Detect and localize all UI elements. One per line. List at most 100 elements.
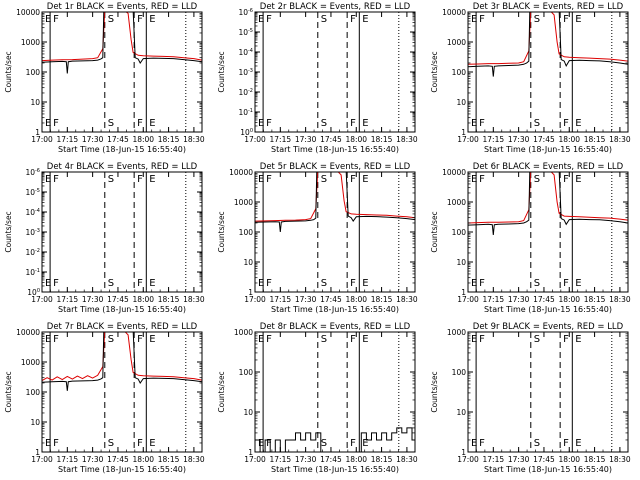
plot-frame bbox=[467, 171, 629, 293]
series-line bbox=[42, 332, 202, 391]
marker-label: F bbox=[266, 14, 272, 25]
marker-label: F bbox=[479, 14, 485, 25]
x-tick-label: 18:15 bbox=[371, 455, 393, 464]
marker-label: S bbox=[534, 278, 540, 289]
x-tick-label: 17:15 bbox=[483, 135, 505, 144]
y-axis-label: Counts/sec bbox=[4, 51, 13, 92]
y-tick-label: 100 bbox=[27, 288, 40, 297]
x-tick-label: 17:30 bbox=[295, 455, 317, 464]
y-tick-label: 10000 bbox=[16, 8, 40, 17]
y-tick-label: 10-1 bbox=[25, 268, 40, 277]
y-tick-label: 10000 bbox=[442, 8, 466, 17]
marker-label: S bbox=[321, 14, 327, 25]
panel-title: Det 9r BLACK = Events, RED = LLD bbox=[473, 322, 624, 332]
y-tick-label: 10 bbox=[456, 98, 466, 107]
marker-label: F bbox=[266, 334, 272, 345]
panel-title: Det 8r BLACK = Events, RED = LLD bbox=[260, 322, 411, 332]
panel-title: Det 2r BLACK = Events, RED = LLD bbox=[260, 2, 411, 12]
marker-label: F bbox=[53, 438, 59, 449]
x-axis-label: Start Time (18-Jun-15 16:55:40) bbox=[58, 145, 186, 154]
marker-label: S bbox=[108, 14, 114, 25]
x-axis-label: Start Time (18-Jun-15 16:55:40) bbox=[484, 465, 612, 474]
y-tick-label: 10-5 bbox=[25, 188, 40, 197]
panel-title: Det 1r BLACK = Events, RED = LLD bbox=[47, 2, 198, 12]
y-tick-label: 10 bbox=[243, 408, 253, 417]
marker-label: F bbox=[350, 118, 356, 129]
x-tick-label: 17:15 bbox=[270, 135, 292, 144]
marker-label: F bbox=[53, 14, 59, 25]
x-tick-label: 18:15 bbox=[584, 455, 606, 464]
marker-label: F bbox=[266, 118, 272, 129]
marker-label: E bbox=[362, 14, 368, 25]
x-axis-label: Start Time (18-Jun-15 16:55:40) bbox=[271, 465, 399, 474]
marker-label: E bbox=[575, 174, 581, 185]
marker-label: S bbox=[534, 174, 540, 185]
y-tick-label: 1 bbox=[248, 448, 253, 457]
marker-label: F bbox=[350, 438, 356, 449]
y-tick-label: 10-4 bbox=[25, 208, 40, 217]
series-line bbox=[42, 332, 202, 382]
marker-label: S bbox=[108, 118, 114, 129]
y-tick-label: 10 bbox=[243, 258, 253, 267]
marker-label: E bbox=[149, 118, 155, 129]
marker-label: E bbox=[362, 438, 368, 449]
y-tick-label: 1 bbox=[461, 448, 466, 457]
marker-label: E bbox=[575, 14, 581, 25]
series-line bbox=[468, 12, 628, 77]
x-tick-label: 18:15 bbox=[584, 295, 606, 304]
y-axis-label: Counts/sec bbox=[217, 371, 226, 412]
y-tick-label: 10-1 bbox=[238, 108, 253, 117]
y-tick-label: 10-5 bbox=[238, 28, 253, 37]
marker-label: F bbox=[266, 174, 272, 185]
y-tick-label: 1 bbox=[461, 288, 466, 297]
marker-label: E bbox=[45, 438, 51, 449]
y-tick-label: 1000 bbox=[21, 38, 40, 47]
series-line bbox=[42, 12, 202, 62]
x-tick-label: 18:15 bbox=[158, 455, 180, 464]
x-tick-label: 18:00 bbox=[132, 135, 154, 144]
y-tick-label: 10-6 bbox=[25, 168, 40, 177]
x-tick-label: 18:00 bbox=[345, 135, 367, 144]
x-tick-label: 17:45 bbox=[320, 455, 342, 464]
x-tick-label: 17:30 bbox=[82, 455, 104, 464]
x-tick-label: 17:45 bbox=[533, 135, 555, 144]
panel-title: Det 7r BLACK = Events, RED = LLD bbox=[47, 322, 198, 332]
marker-label: E bbox=[45, 334, 51, 345]
x-tick-label: 17:00 bbox=[457, 295, 479, 304]
x-tick-label: 18:30 bbox=[609, 135, 631, 144]
marker-label: E bbox=[575, 438, 581, 449]
y-tick-label: 1 bbox=[461, 128, 466, 137]
x-tick-label: 17:30 bbox=[508, 295, 530, 304]
y-tick-label: 1 bbox=[248, 288, 253, 297]
x-tick-label: 18:30 bbox=[183, 455, 205, 464]
x-tick-label: 17:00 bbox=[31, 455, 53, 464]
x-tick-label: 17:45 bbox=[320, 295, 342, 304]
marker-label: S bbox=[108, 438, 114, 449]
y-tick-label: 100 bbox=[239, 368, 254, 377]
y-axis-label: Counts/sec bbox=[217, 51, 226, 92]
x-axis-label: Start Time (18-Jun-15 16:55:40) bbox=[484, 145, 612, 154]
marker-label: F bbox=[479, 174, 485, 185]
series-line bbox=[468, 172, 628, 235]
x-tick-label: 17:15 bbox=[57, 455, 79, 464]
panel-title: Det 4r BLACK = Events, RED = LLD bbox=[47, 162, 198, 172]
marker-label: F bbox=[137, 174, 143, 185]
y-tick-label: 1000 bbox=[447, 198, 466, 207]
y-tick-label: 100 bbox=[26, 388, 41, 397]
marker-label: E bbox=[258, 14, 264, 25]
y-tick-label: 10 bbox=[456, 408, 466, 417]
y-tick-label: 1000 bbox=[234, 198, 253, 207]
x-tick-label: 17:45 bbox=[533, 295, 555, 304]
y-tick-label: 100 bbox=[452, 368, 467, 377]
x-tick-label: 18:30 bbox=[396, 455, 418, 464]
plot-frame bbox=[254, 11, 416, 133]
detector-panel: Det 4r BLACK = Events, RED = LLDEEFFSSFF… bbox=[4, 162, 205, 314]
marker-label: S bbox=[321, 334, 327, 345]
x-tick-label: 18:15 bbox=[584, 135, 606, 144]
marker-label: F bbox=[137, 14, 143, 25]
y-axis-label: Counts/sec bbox=[430, 211, 439, 252]
x-tick-label: 17:15 bbox=[270, 295, 292, 304]
marker-label: F bbox=[53, 334, 59, 345]
marker-label: F bbox=[563, 278, 569, 289]
marker-label: F bbox=[563, 118, 569, 129]
